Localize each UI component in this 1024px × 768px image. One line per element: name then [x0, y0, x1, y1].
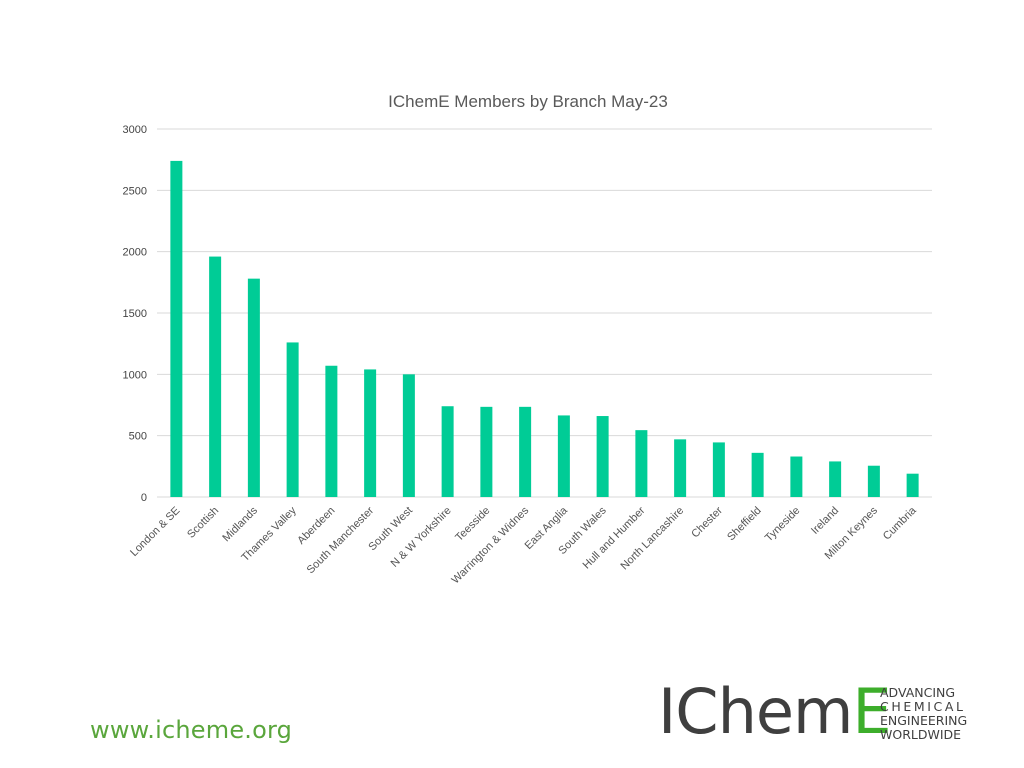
x-tick-label: Cumbria — [881, 504, 920, 543]
bar — [867, 465, 880, 497]
icheme-logo: IChemE ADVANCING CHEMICAL ENGINEERING WO… — [658, 680, 988, 750]
website-link[interactable]: www.icheme.org — [90, 716, 293, 744]
bar — [751, 452, 764, 497]
bar — [170, 160, 183, 498]
bar — [209, 256, 222, 497]
bar — [906, 473, 919, 497]
tagline-line: ADVANCING — [880, 685, 956, 700]
bar — [286, 342, 299, 497]
bar — [247, 278, 260, 497]
y-tick-label: 2000 — [123, 247, 147, 259]
bar — [519, 406, 532, 497]
x-tick-label: Teesside — [453, 505, 492, 544]
logo-tagline: ADVANCING CHEMICAL ENGINEERING WORLDWIDE — [880, 686, 967, 742]
y-axis: 0 500 1000 1500 2000 2500 3000 — [123, 124, 147, 504]
x-tick-label: Midlands — [220, 504, 260, 544]
y-tick-label: 500 — [129, 431, 147, 443]
bar — [325, 365, 338, 497]
bar-chart: IChemE Members by Branch May-23 0 500 1000… — [123, 92, 932, 586]
bar — [790, 456, 803, 497]
x-tick-label: Chester — [689, 504, 725, 540]
logo-wordmark-accent: E — [852, 675, 891, 748]
tagline-line: ENGINEERING — [880, 713, 968, 728]
bar — [829, 461, 842, 497]
tagline-line: CHEMICAL — [880, 699, 966, 714]
bar — [635, 430, 648, 497]
bar — [480, 406, 493, 497]
x-tick-label: London & SE — [128, 505, 182, 559]
y-tick-label: 0 — [141, 492, 147, 504]
bar — [557, 415, 570, 497]
x-tick-label: Warrington & Widnes — [450, 504, 532, 586]
logo-wordmark: IChemE — [658, 680, 892, 744]
logo-wordmark-main: IChem — [658, 675, 853, 748]
bar — [674, 439, 687, 497]
bar — [596, 416, 609, 497]
y-tick-label: 1000 — [123, 369, 147, 381]
x-tick-label: Scottish — [185, 505, 221, 541]
bars — [170, 160, 919, 498]
y-tick-label: 1500 — [123, 308, 147, 320]
grid-lines — [157, 128, 932, 498]
chart-title: IChemE Members by Branch May-23 — [388, 92, 668, 111]
x-tick-label: Sheffield — [725, 505, 764, 544]
tagline-line: WORLDWIDE — [880, 727, 962, 742]
bar — [402, 374, 415, 497]
y-tick-label: 2500 — [123, 185, 147, 197]
x-tick-label: South Manchester — [305, 504, 377, 576]
bar — [364, 369, 377, 497]
y-tick-label: 3000 — [123, 124, 147, 136]
bar — [441, 406, 454, 497]
x-tick-label: Tyneside — [763, 505, 803, 545]
bar — [712, 442, 725, 497]
x-tick-label: Ireland — [809, 505, 841, 537]
